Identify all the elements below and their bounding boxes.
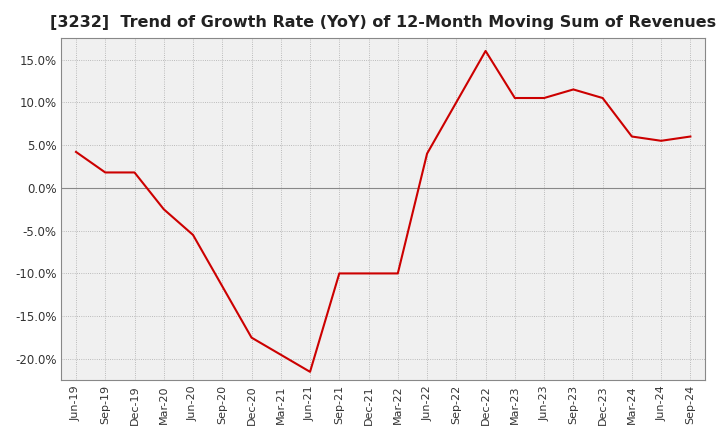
Title: [3232]  Trend of Growth Rate (YoY) of 12-Month Moving Sum of Revenues: [3232] Trend of Growth Rate (YoY) of 12-… [50,15,716,30]
